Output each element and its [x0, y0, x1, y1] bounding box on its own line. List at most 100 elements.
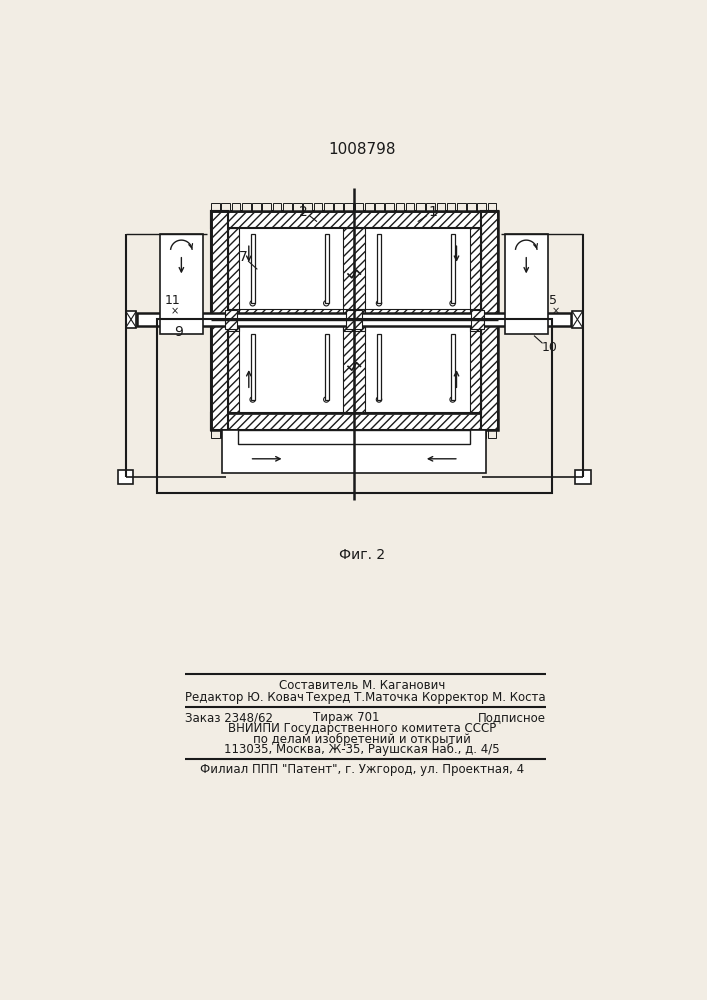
Bar	[221, 430, 230, 438]
Bar	[211, 211, 498, 228]
Bar	[575, 470, 590, 484]
Text: Филиал ППП "Патент", г. Ужгород, ул. Проектная, 4: Филиал ППП "Патент", г. Ужгород, ул. Про…	[200, 763, 524, 776]
Text: Тираж 701: Тираж 701	[313, 711, 380, 724]
Bar	[228, 228, 239, 331]
Text: 10: 10	[542, 341, 557, 354]
Bar	[378, 234, 381, 303]
Circle shape	[376, 397, 382, 402]
Text: 11: 11	[164, 294, 180, 307]
Bar	[211, 203, 220, 211]
Bar	[273, 203, 281, 211]
Bar	[344, 228, 354, 331]
Bar	[160, 234, 203, 334]
Text: Подписное: Подписное	[478, 711, 546, 724]
Bar	[303, 203, 312, 211]
Circle shape	[250, 301, 255, 306]
Bar	[126, 311, 136, 328]
Bar	[355, 203, 363, 211]
Bar	[481, 211, 498, 430]
Bar	[344, 430, 353, 438]
Bar	[251, 334, 255, 400]
Bar	[416, 203, 425, 211]
Circle shape	[324, 397, 329, 402]
Bar	[324, 430, 332, 438]
Bar	[228, 228, 481, 413]
Text: 113035, Москва, Ж-35, Раушская наб., д. 4/5: 113035, Москва, Ж-35, Раушская наб., д. …	[224, 743, 500, 756]
Bar	[283, 430, 291, 438]
Bar	[211, 212, 497, 227]
Circle shape	[450, 301, 455, 306]
Bar	[262, 430, 271, 438]
Bar	[354, 320, 365, 413]
Bar	[344, 320, 354, 413]
Bar	[406, 430, 414, 438]
Bar	[385, 430, 394, 438]
Text: 1008798: 1008798	[328, 142, 396, 157]
Bar	[426, 203, 435, 211]
Bar	[385, 203, 394, 211]
Bar	[481, 212, 497, 430]
Circle shape	[250, 397, 255, 402]
Bar	[354, 309, 481, 320]
Circle shape	[324, 301, 329, 306]
Bar	[232, 203, 240, 211]
Bar	[447, 203, 455, 211]
Bar	[477, 203, 486, 211]
Circle shape	[450, 397, 455, 402]
Bar	[273, 430, 281, 438]
Bar	[303, 430, 312, 438]
Bar	[242, 430, 251, 438]
Bar	[506, 234, 548, 334]
Bar	[211, 211, 228, 430]
Text: 9: 9	[175, 325, 184, 339]
Bar	[572, 311, 583, 328]
Bar	[238, 430, 470, 444]
Bar	[262, 203, 271, 211]
Bar	[375, 203, 384, 211]
Bar	[346, 310, 362, 329]
Bar	[221, 203, 230, 211]
Bar	[228, 309, 354, 320]
Bar	[228, 320, 239, 413]
Bar	[325, 234, 329, 303]
Text: Составитель М. Каганович: Составитель М. Каганович	[279, 679, 445, 692]
Bar	[416, 430, 425, 438]
Bar	[395, 203, 404, 211]
Bar	[334, 430, 343, 438]
Bar	[225, 310, 237, 329]
Bar	[488, 203, 496, 211]
Bar	[457, 203, 466, 211]
Bar	[477, 430, 486, 438]
Text: ×: ×	[551, 307, 560, 317]
Bar	[232, 430, 240, 438]
Bar	[223, 430, 486, 473]
Bar	[406, 203, 414, 211]
Bar	[472, 310, 484, 329]
Text: Заказ 2348/62: Заказ 2348/62	[185, 711, 273, 724]
Bar	[211, 211, 498, 430]
Bar	[426, 430, 435, 438]
Bar	[451, 334, 455, 400]
Bar	[375, 430, 384, 438]
Bar	[293, 203, 302, 211]
Text: Редактор Ю. Ковач: Редактор Ю. Ковач	[185, 691, 304, 704]
Bar	[355, 430, 363, 438]
Bar	[251, 234, 255, 303]
Bar	[314, 203, 322, 211]
Text: ×: ×	[170, 307, 178, 317]
Text: Техред Т.Маточка: Техред Т.Маточка	[306, 691, 418, 704]
Text: Корректор М. Коста: Корректор М. Коста	[422, 691, 546, 704]
Bar	[469, 320, 481, 413]
Bar	[156, 319, 552, 493]
Text: 7: 7	[239, 250, 247, 264]
Bar	[211, 212, 227, 430]
Bar	[365, 203, 373, 211]
Bar	[283, 203, 291, 211]
Bar	[447, 430, 455, 438]
Circle shape	[376, 301, 382, 306]
Text: ВНИИПИ Государственного комитета СССР: ВНИИПИ Государственного комитета СССР	[228, 722, 496, 735]
Bar	[118, 470, 134, 484]
Bar	[325, 334, 329, 400]
Bar	[365, 430, 373, 438]
Bar	[293, 430, 302, 438]
